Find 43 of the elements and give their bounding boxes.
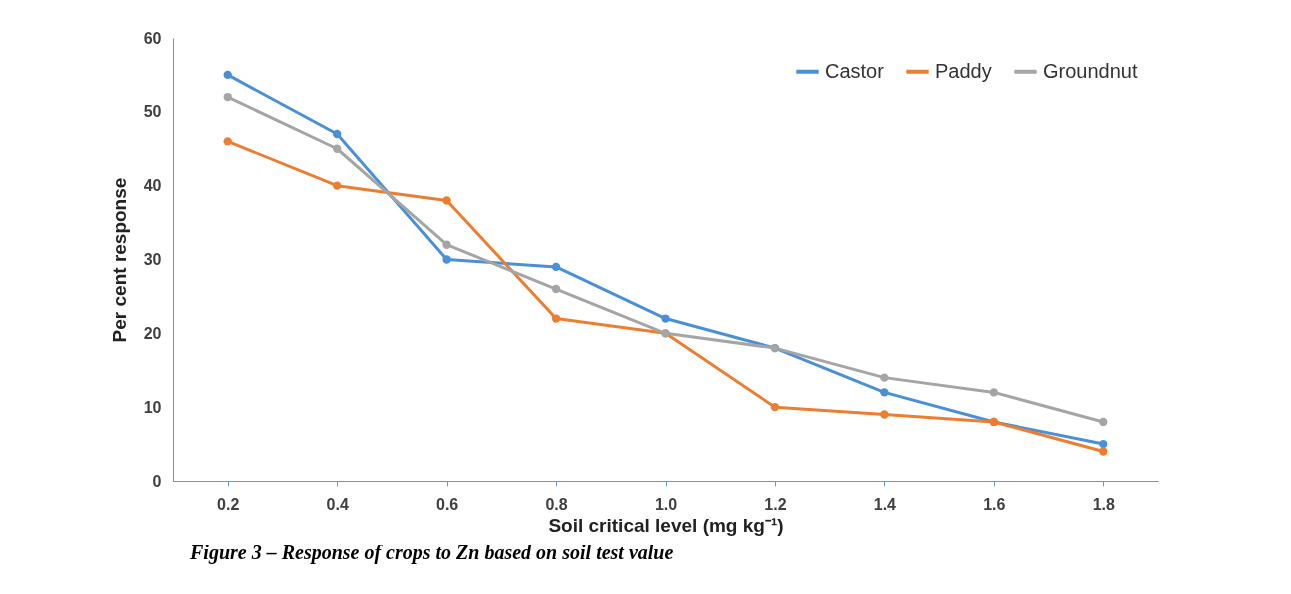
- caption: Figure 3 – Response of crops to Zn based on soil test value: [190, 541, 675, 564]
- point: [442, 240, 451, 249]
- point: [770, 402, 780, 412]
- point: [1099, 417, 1108, 427]
- point: [223, 70, 232, 80]
- point: [880, 373, 889, 382]
- point: [1099, 439, 1108, 449]
- legend-label: Paddy: [935, 59, 992, 82]
- point: [332, 129, 342, 139]
- x-tick-label: 1.6: [983, 495, 1006, 513]
- point: [223, 92, 232, 102]
- y-tick-label: 30: [143, 251, 162, 268]
- point: [1099, 447, 1108, 456]
- y-tick-label: 0: [152, 472, 162, 490]
- x-tick-label: 1.8: [1092, 495, 1115, 513]
- x-axis-title: Soil critical level (mg kg⁻¹): [548, 514, 784, 536]
- point: [223, 137, 232, 146]
- point: [442, 255, 451, 264]
- y-tick-label: 60: [143, 29, 162, 47]
- point: [551, 262, 561, 272]
- x-tick-label: 1.4: [873, 495, 897, 513]
- x-tick-label: 0.8: [545, 495, 568, 513]
- x-tick-label: 1.2: [764, 495, 787, 513]
- point: [551, 314, 561, 323]
- y-tick-label: 40: [143, 177, 162, 195]
- x-tick-label: 0.2: [217, 495, 240, 513]
- point: [989, 388, 999, 397]
- point: [551, 284, 561, 294]
- point: [661, 314, 670, 323]
- point: [442, 196, 451, 205]
- x-tick-label: 0.6: [435, 495, 459, 513]
- x-tick-label: 1.0: [654, 495, 678, 513]
- point: [332, 144, 342, 153]
- point: [880, 410, 889, 419]
- y-tick-label: 20: [143, 324, 162, 342]
- y-tick-label: 50: [143, 103, 162, 121]
- point: [880, 388, 889, 397]
- point: [332, 181, 342, 190]
- legend-label: Groundnut: [1043, 59, 1138, 82]
- legend-label: Castor: [825, 59, 885, 82]
- x-tick-label: 0.4: [326, 495, 349, 513]
- y-tick-label: 10: [143, 398, 162, 416]
- y-axis-title: Per cent response: [108, 177, 130, 343]
